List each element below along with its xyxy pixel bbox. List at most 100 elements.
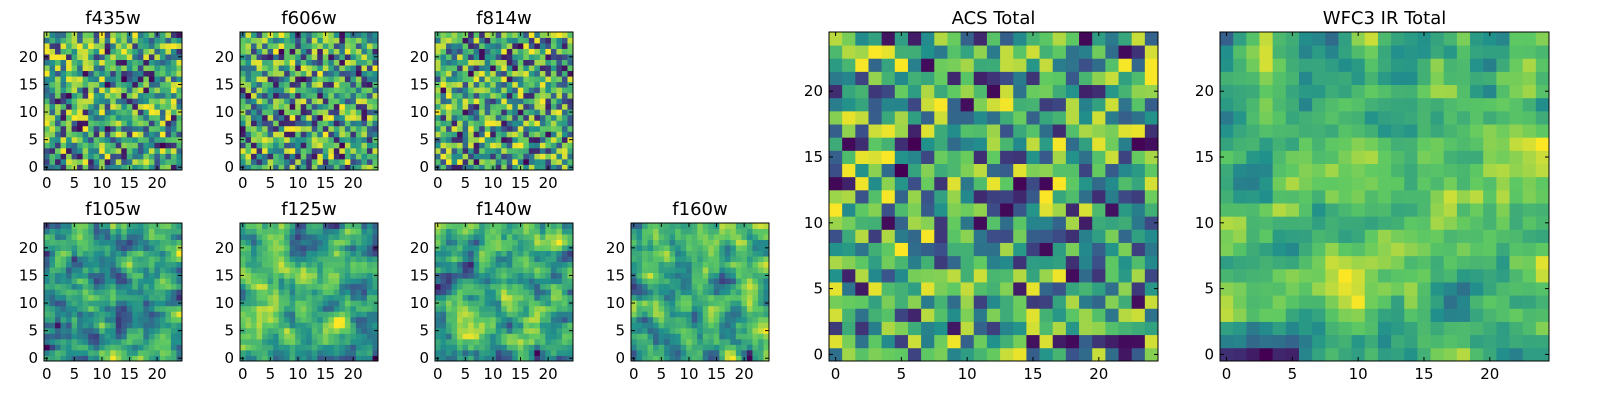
heatmap-cell bbox=[361, 59, 368, 66]
heatmap-cell bbox=[322, 228, 329, 235]
heatmap-cell bbox=[636, 245, 643, 251]
heatmap-cell bbox=[251, 92, 257, 99]
heatmap-cell bbox=[501, 245, 508, 251]
heatmap-cell bbox=[702, 261, 709, 268]
heatmap-cell bbox=[468, 283, 475, 290]
heatmap-cell bbox=[344, 283, 351, 290]
heatmap-cell bbox=[328, 158, 335, 165]
heatmap-cell bbox=[49, 223, 56, 229]
heatmap-cell bbox=[680, 239, 687, 246]
heatmap-cell bbox=[328, 164, 335, 171]
heatmap-cell bbox=[110, 48, 117, 55]
heatmap-cell bbox=[669, 256, 676, 263]
heatmap-cell bbox=[702, 294, 709, 301]
heatmap-cell bbox=[350, 109, 357, 116]
heatmap-cell bbox=[49, 283, 56, 290]
heatmap-cell bbox=[484, 355, 491, 362]
heatmap-cell bbox=[855, 282, 869, 296]
heatmap-cell bbox=[245, 136, 252, 143]
heatmap-cell bbox=[719, 245, 726, 251]
heatmap-cell bbox=[148, 164, 155, 171]
y-tick-label: 10 bbox=[410, 294, 429, 312]
y-tick-label: 15 bbox=[19, 75, 38, 93]
heatmap-cell bbox=[512, 245, 519, 251]
heatmap-cell bbox=[284, 261, 291, 268]
heatmap-cell bbox=[512, 223, 519, 229]
heatmap-cell bbox=[881, 189, 896, 204]
heatmap-cell bbox=[534, 164, 541, 171]
heatmap-cell bbox=[137, 234, 144, 240]
heatmap-cell bbox=[495, 355, 502, 362]
heatmap-cell bbox=[669, 316, 676, 323]
heatmap-cell bbox=[240, 228, 246, 235]
heatmap-cell bbox=[435, 338, 441, 345]
heatmap-cell bbox=[545, 109, 552, 116]
heatmap-cell bbox=[746, 294, 753, 301]
heatmap-cell bbox=[273, 147, 280, 154]
heatmap-cell bbox=[137, 81, 144, 88]
heatmap-cell bbox=[66, 43, 72, 49]
heatmap-cell bbox=[561, 125, 568, 132]
heatmap-cell bbox=[350, 294, 357, 301]
heatmap-cell bbox=[675, 234, 682, 240]
heatmap-cell bbox=[267, 349, 274, 356]
heatmap-cell bbox=[550, 65, 557, 72]
heatmap-cell bbox=[490, 322, 497, 329]
heatmap-cell bbox=[339, 65, 346, 72]
panel-title: f140w bbox=[476, 199, 531, 220]
heatmap-cell bbox=[506, 136, 513, 143]
heatmap-cell bbox=[462, 54, 469, 60]
heatmap-cell bbox=[284, 164, 291, 171]
heatmap-cell bbox=[115, 338, 122, 345]
heatmap-cell bbox=[284, 283, 291, 290]
heatmap-cell bbox=[636, 261, 643, 268]
heatmap-cell bbox=[344, 333, 351, 340]
heatmap-cell bbox=[344, 322, 351, 329]
heatmap-cell bbox=[306, 114, 313, 121]
heatmap-cell bbox=[986, 334, 1001, 349]
heatmap-cell bbox=[501, 256, 508, 263]
heatmap-cell bbox=[490, 344, 497, 351]
heatmap-cell bbox=[88, 103, 95, 110]
heatmap-cell bbox=[60, 136, 67, 143]
heatmap-cell bbox=[691, 338, 698, 345]
heatmap-cell bbox=[506, 245, 513, 251]
heatmap-cell bbox=[642, 234, 648, 240]
heatmap-cell bbox=[170, 120, 177, 127]
heatmap-cell bbox=[256, 109, 263, 116]
heatmap-cell bbox=[132, 305, 139, 312]
heatmap-cell bbox=[484, 322, 491, 329]
heatmap-cell bbox=[517, 338, 524, 345]
heatmap-cell bbox=[159, 289, 166, 296]
heatmap-cell bbox=[317, 272, 324, 279]
heatmap-cell bbox=[468, 76, 475, 83]
heatmap-cell bbox=[517, 267, 524, 274]
heatmap-cell bbox=[344, 316, 351, 323]
heatmap-cell bbox=[440, 65, 447, 72]
heatmap-cell bbox=[462, 327, 469, 334]
heatmap-cell bbox=[708, 300, 715, 307]
heatmap-cell bbox=[132, 289, 139, 296]
heatmap-cell bbox=[658, 349, 665, 356]
heatmap-cell bbox=[921, 255, 935, 270]
heatmap-cell bbox=[82, 164, 89, 171]
heatmap-cell bbox=[484, 344, 491, 351]
heatmap-cell bbox=[907, 163, 922, 178]
heatmap-cell bbox=[539, 327, 546, 334]
heatmap-cell bbox=[484, 164, 491, 171]
heatmap-cell bbox=[539, 261, 546, 268]
heatmap-cell bbox=[137, 76, 144, 83]
heatmap-cell bbox=[556, 349, 563, 356]
heatmap-cell bbox=[278, 272, 285, 279]
heatmap-cell bbox=[473, 32, 480, 38]
heatmap-cell bbox=[121, 239, 128, 246]
heatmap-cell bbox=[154, 278, 161, 285]
heatmap-cell bbox=[104, 283, 111, 290]
heatmap-cell bbox=[300, 153, 307, 160]
heatmap-cell bbox=[322, 333, 329, 340]
heatmap-cell bbox=[512, 228, 519, 235]
heatmap-cell bbox=[273, 70, 280, 77]
heatmap-cell bbox=[501, 147, 508, 154]
heatmap-cell bbox=[311, 136, 318, 143]
heatmap-cell bbox=[284, 92, 291, 99]
